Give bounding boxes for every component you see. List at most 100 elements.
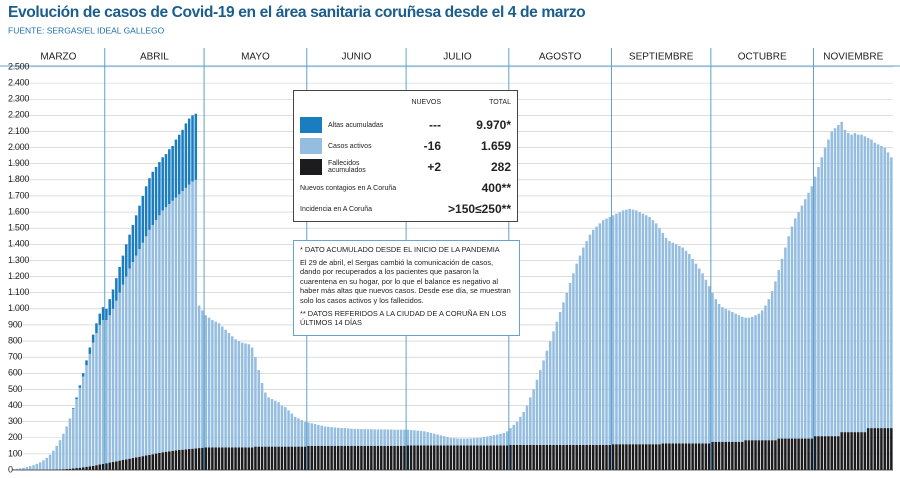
bar-segment <box>823 436 827 470</box>
legend-label: Altas acumuladas <box>328 121 384 129</box>
bar-segment <box>320 445 323 470</box>
bar-segment <box>436 434 439 446</box>
bar-segment <box>68 468 72 470</box>
bar-segment <box>433 445 436 470</box>
bar-segment <box>184 449 188 470</box>
bar-segment <box>562 445 565 470</box>
bar-segment <box>794 438 797 470</box>
bar-segment <box>668 241 671 444</box>
bar-segment <box>750 440 754 470</box>
bar-segment <box>572 273 575 446</box>
bar-segment <box>817 166 820 437</box>
bar-segment <box>843 129 847 433</box>
bar-segment <box>101 320 105 464</box>
bar-segment <box>764 305 767 441</box>
bar-segment <box>671 443 675 470</box>
bar-segment <box>529 445 532 470</box>
bar-segment <box>707 443 711 470</box>
bar-segment <box>747 317 751 441</box>
bar-segment <box>191 448 194 470</box>
bar-segment <box>121 460 125 470</box>
bar-segment <box>267 446 270 470</box>
bar-segment <box>353 445 357 470</box>
y-tick-label: 1.300 <box>8 255 29 265</box>
bar-segment <box>75 397 78 400</box>
bar-segment <box>519 416 522 446</box>
bar-segment <box>277 402 280 447</box>
bar-segment <box>611 444 615 470</box>
bar-segment <box>118 292 121 461</box>
bar-segment <box>618 212 622 445</box>
source: FUENTE: SERGAS/EL IDEAL GALLEGO <box>8 25 165 35</box>
bar-segment <box>853 432 857 470</box>
bar-segment <box>293 416 297 447</box>
bar-segment <box>297 446 300 470</box>
bar-segment <box>466 438 469 446</box>
bar-segment <box>462 438 466 446</box>
bar-segment <box>134 255 138 458</box>
bar-segment <box>254 357 257 447</box>
x-tick-label: ABRIL <box>140 52 169 63</box>
legend-new: +2 <box>427 160 441 174</box>
bar-segment <box>704 443 708 470</box>
legend-header: NUEVOS TOTAL <box>300 99 511 106</box>
bar-segment <box>850 432 853 470</box>
bar-segment <box>406 445 410 470</box>
bars <box>12 113 893 470</box>
bar-segment <box>234 339 237 448</box>
bar-segment <box>386 429 390 446</box>
bar-segment <box>187 184 191 450</box>
bar-segment <box>727 441 731 470</box>
bar-segment <box>300 420 304 447</box>
bar-segment <box>585 241 588 446</box>
bar-segment <box>529 397 532 446</box>
bar-segment <box>313 445 317 470</box>
bar-segment <box>91 465 95 470</box>
bar-segment <box>866 137 870 429</box>
bar-segment <box>661 443 665 470</box>
bar-segment <box>234 447 237 470</box>
bar-segment <box>433 433 436 446</box>
bar-segment <box>694 263 698 444</box>
bar-segment <box>370 429 373 446</box>
bar-segment <box>519 445 522 470</box>
bar-segment <box>641 213 645 445</box>
bar-segment <box>598 223 602 446</box>
bar-segment <box>19 468 22 470</box>
bar-segment <box>403 445 406 470</box>
bar-segment <box>674 244 678 444</box>
bar-segment <box>297 418 300 447</box>
bar-segment <box>539 370 542 446</box>
bar-segment <box>320 425 323 446</box>
bar-segment <box>221 447 224 470</box>
bar-segment <box>81 373 85 377</box>
bar-segment <box>154 453 158 470</box>
bar-segment <box>118 460 121 470</box>
bar-segment <box>482 445 486 470</box>
legend-total: 282 <box>490 160 511 174</box>
bar-segment <box>671 242 675 444</box>
bar-segment <box>479 437 482 446</box>
bar-segment <box>141 195 145 243</box>
bar-segment <box>601 220 605 446</box>
bar-segment <box>101 307 105 321</box>
bar-segment <box>803 438 807 470</box>
bar-segment <box>664 443 668 470</box>
bar-segment <box>105 308 108 321</box>
bar-segment <box>399 429 403 446</box>
bar-segment <box>668 443 671 470</box>
bar-segment <box>72 408 75 469</box>
bar-segment <box>499 433 502 446</box>
y-tick-label: 900 <box>8 319 22 329</box>
bar-segment <box>790 438 794 470</box>
bar-segment <box>32 465 35 470</box>
bar-segment <box>870 428 873 470</box>
bar-segment <box>532 389 535 446</box>
bar-segment <box>168 204 171 452</box>
bar-segment <box>75 468 78 470</box>
bar-segment <box>595 226 598 446</box>
bar-segment <box>717 441 721 470</box>
bar-segment <box>717 303 721 442</box>
bar-segment <box>360 445 363 470</box>
bar-segment <box>178 450 181 470</box>
